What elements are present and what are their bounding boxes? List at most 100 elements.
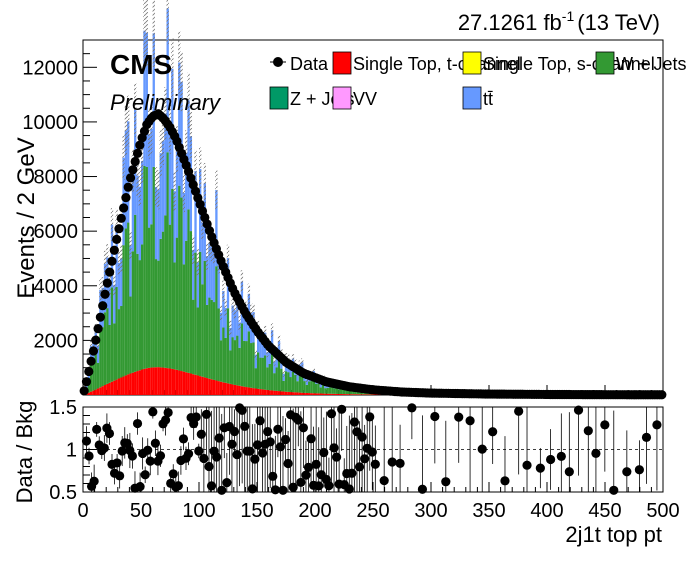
histogram-bin xyxy=(222,327,225,383)
lumi-label: 27.1261 fb-1 (13 TeV) xyxy=(458,8,660,35)
ratio-point xyxy=(296,477,306,488)
ratio-y-tick-label: 0.5 xyxy=(49,482,77,504)
legend-swatch xyxy=(462,86,482,110)
ratio-points xyxy=(81,403,662,495)
legend-label: Data xyxy=(290,54,329,74)
ratio-axes: 0.5 1 1.5 0 50 100 150 200 250 300 350 400 450 500 xyxy=(49,397,680,522)
histogram-bin xyxy=(342,394,346,395)
histogram-bin xyxy=(117,262,121,310)
data-point xyxy=(98,301,108,311)
histogram-bin xyxy=(215,380,218,395)
histogram-bin xyxy=(154,186,158,260)
histogram-bin xyxy=(324,388,327,394)
histogram-bin xyxy=(301,374,304,393)
histogram-bin xyxy=(366,394,369,395)
histogram-bin xyxy=(189,231,193,374)
ratio-point xyxy=(283,458,293,469)
histogram-bin xyxy=(268,346,271,364)
legend-label: tt̄ xyxy=(483,89,493,109)
ratio-point xyxy=(132,418,143,429)
uncertainty-band xyxy=(231,296,234,315)
histogram-bin xyxy=(129,373,132,395)
y-tick-label: 12000 xyxy=(22,57,78,79)
uncertainty-band xyxy=(171,38,174,100)
legend-swatch xyxy=(332,86,352,110)
histogram-bin xyxy=(226,383,230,395)
data-point xyxy=(86,356,96,366)
histogram-bin xyxy=(270,330,274,355)
histogram-bin xyxy=(245,310,248,342)
x-tick-label: 500 xyxy=(646,500,679,522)
uncertainty-band xyxy=(215,170,218,210)
uncertainty-band xyxy=(205,242,209,270)
histogram-bin xyxy=(219,340,223,382)
legend-swatch xyxy=(332,51,352,75)
histogram-bin xyxy=(340,387,343,395)
histogram-bin xyxy=(317,393,320,395)
histogram-bin xyxy=(321,383,325,394)
histogram-bin xyxy=(115,286,118,380)
uncertainty-band xyxy=(180,52,183,112)
ratio-point xyxy=(145,456,155,466)
ratio-point xyxy=(365,412,375,422)
uncertainty-band xyxy=(157,170,160,210)
histogram-bin xyxy=(275,367,278,391)
histogram-bin xyxy=(266,389,269,395)
histogram-bin xyxy=(238,347,241,386)
uncertainty-band xyxy=(187,72,190,128)
histogram-bin xyxy=(210,379,213,395)
ratio-point xyxy=(273,424,283,434)
histogram-bin xyxy=(215,266,218,381)
histogram-bin xyxy=(178,185,181,371)
uncertainty-band xyxy=(106,244,109,272)
ratio-point xyxy=(89,476,99,486)
x-tick-label: 450 xyxy=(588,500,621,522)
histogram-bin xyxy=(240,386,244,395)
uncertainty-band xyxy=(199,147,202,191)
histogram-bin xyxy=(340,394,343,395)
data-point xyxy=(102,278,112,288)
x-tick-label: 400 xyxy=(530,500,563,522)
uncertainty-band xyxy=(124,105,128,156)
legend-label: W + Jets xyxy=(616,54,687,74)
histogram-bin xyxy=(101,327,104,387)
uncertainty-band xyxy=(173,171,176,211)
ratio-point xyxy=(178,434,189,444)
histogram-bin xyxy=(222,382,225,395)
histogram-bin xyxy=(275,351,278,368)
histogram-bin xyxy=(147,227,151,368)
ratio-point xyxy=(99,443,109,453)
histogram-bin xyxy=(319,387,322,394)
ratio-point xyxy=(293,415,303,425)
histogram-bin xyxy=(338,389,341,394)
histogram-bin xyxy=(368,394,371,395)
uncertainty-band xyxy=(208,228,211,259)
histogram-bin xyxy=(164,215,167,368)
ratio-point xyxy=(163,407,173,418)
histogram-bin xyxy=(150,224,153,368)
histogram-bin xyxy=(305,384,309,393)
histogram-bin xyxy=(117,378,121,395)
ratio-point xyxy=(104,428,115,439)
histogram-bin xyxy=(233,340,237,385)
uncertainty-band xyxy=(189,111,193,161)
x-tick-label: 250 xyxy=(356,500,389,522)
histogram-bin xyxy=(141,160,144,245)
histogram-bin xyxy=(185,240,188,373)
uncertainty-band xyxy=(178,31,181,94)
histogram-bin xyxy=(120,377,123,395)
uncertainty-band xyxy=(238,314,241,331)
histogram-bin xyxy=(141,369,144,395)
ratio-point xyxy=(199,453,209,464)
ratio-point xyxy=(288,482,298,492)
histogram-bin xyxy=(310,381,313,394)
histogram-bin xyxy=(247,387,251,395)
ratio-point xyxy=(204,461,214,472)
uncertainty-band xyxy=(127,95,130,148)
histogram-bin xyxy=(328,387,332,394)
histogram-bin xyxy=(145,32,148,167)
uncertainty-band xyxy=(147,109,151,159)
histogram-bin xyxy=(303,392,306,395)
data-point xyxy=(128,165,138,175)
uncertainty-band xyxy=(291,354,295,363)
